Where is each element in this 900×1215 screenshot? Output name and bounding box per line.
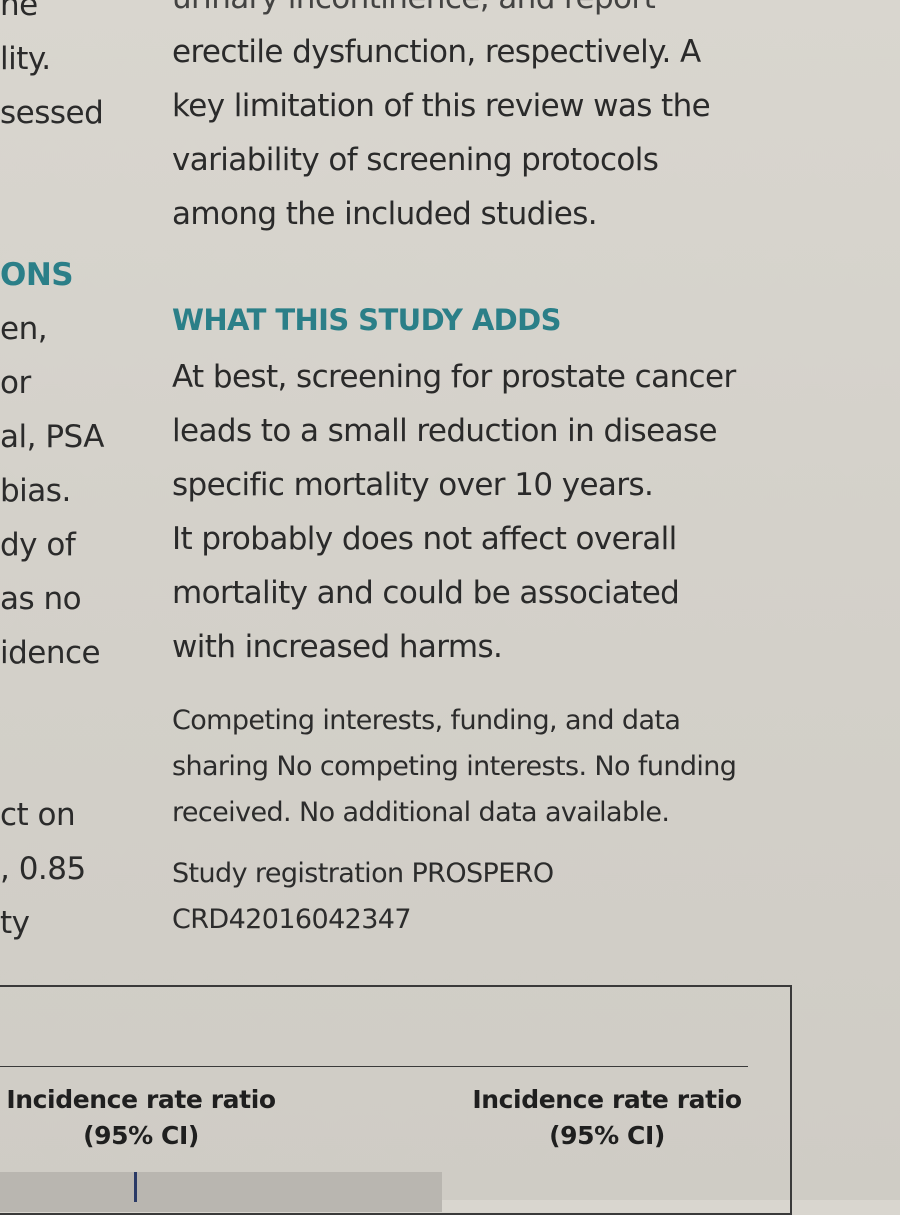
- left-column-line: ne: [0, 0, 38, 23]
- column-header-title: Incidence rate ratio: [6, 1085, 276, 1114]
- competing-interests: Competing interests, funding, and data s…: [172, 698, 852, 836]
- competing-interests-line: sharing No competing interests. No fundi…: [172, 751, 737, 782]
- left-column-line: or: [0, 365, 31, 401]
- left-column-line: [0, 734, 140, 788]
- column-header-title: Incidence rate ratio: [472, 1085, 742, 1114]
- left-column-line: sessed: [0, 95, 104, 131]
- left-column-line: bias.: [0, 473, 71, 509]
- intro-line: variability of screening protocols: [172, 142, 659, 178]
- intro-line: among the included studies.: [172, 196, 598, 232]
- column-header-subtitle: (95% CI): [83, 1121, 199, 1150]
- left-column: ne lity. sessed ONS en, or al, PSA bias.…: [0, 0, 140, 950]
- study-registration: Study registration PROSPERO CRD420160423…: [172, 851, 852, 943]
- section-line: At best, screening for prostate cancer: [172, 359, 736, 395]
- section-line: leads to a small reduction in disease: [172, 413, 718, 449]
- table-header-rule: [0, 1066, 748, 1067]
- section-line: specific mortality over 10 years.: [172, 467, 654, 503]
- what-this-study-adds-section: WHAT THIS STUDY ADDS At best, screening …: [172, 300, 852, 674]
- competing-interests-line: Competing interests, funding, and data: [172, 705, 681, 736]
- left-column-line: al, PSA: [0, 419, 104, 455]
- table-column-header: Incidence rate ratio (95% CI): [462, 1082, 752, 1154]
- left-column-heading: ONS: [0, 257, 74, 293]
- study-registration-id: CRD42016042347: [172, 904, 412, 935]
- left-column-line: [0, 680, 140, 734]
- left-column-line: , 0.85: [0, 851, 86, 887]
- section-line: with increased harms.: [172, 629, 503, 665]
- left-column-line: en,: [0, 311, 48, 347]
- left-column-line: ct on: [0, 797, 76, 833]
- right-column: urinary incontinence, and report erectil…: [172, 0, 852, 241]
- left-column-line: [0, 194, 140, 248]
- intro-line: key limitation of this review was the: [172, 88, 711, 124]
- table-shaded-row: [0, 1172, 442, 1212]
- left-column-line: ty: [0, 905, 30, 941]
- left-column-line: as no: [0, 581, 82, 617]
- left-column-line: idence: [0, 635, 101, 671]
- partial-top-line: urinary incontinence, and report: [172, 0, 852, 25]
- study-registration-line: Study registration PROSPERO: [172, 858, 554, 889]
- section-line: It probably does not affect overall: [172, 521, 677, 557]
- section-line: mortality and could be associated: [172, 575, 680, 611]
- table-forest-plot-line: [134, 1172, 137, 1202]
- competing-interests-line: received. No additional data available.: [172, 797, 670, 828]
- section-heading: WHAT THIS STUDY ADDS: [172, 303, 562, 337]
- intro-line: erectile dysfunction, respectively. A: [172, 34, 701, 70]
- left-column-line: lity.: [0, 41, 51, 77]
- table-column-header: Incidence rate ratio (95% CI): [0, 1082, 282, 1154]
- left-column-line: dy of: [0, 527, 76, 563]
- left-column-line: [0, 140, 140, 194]
- column-header-subtitle: (95% CI): [549, 1121, 665, 1150]
